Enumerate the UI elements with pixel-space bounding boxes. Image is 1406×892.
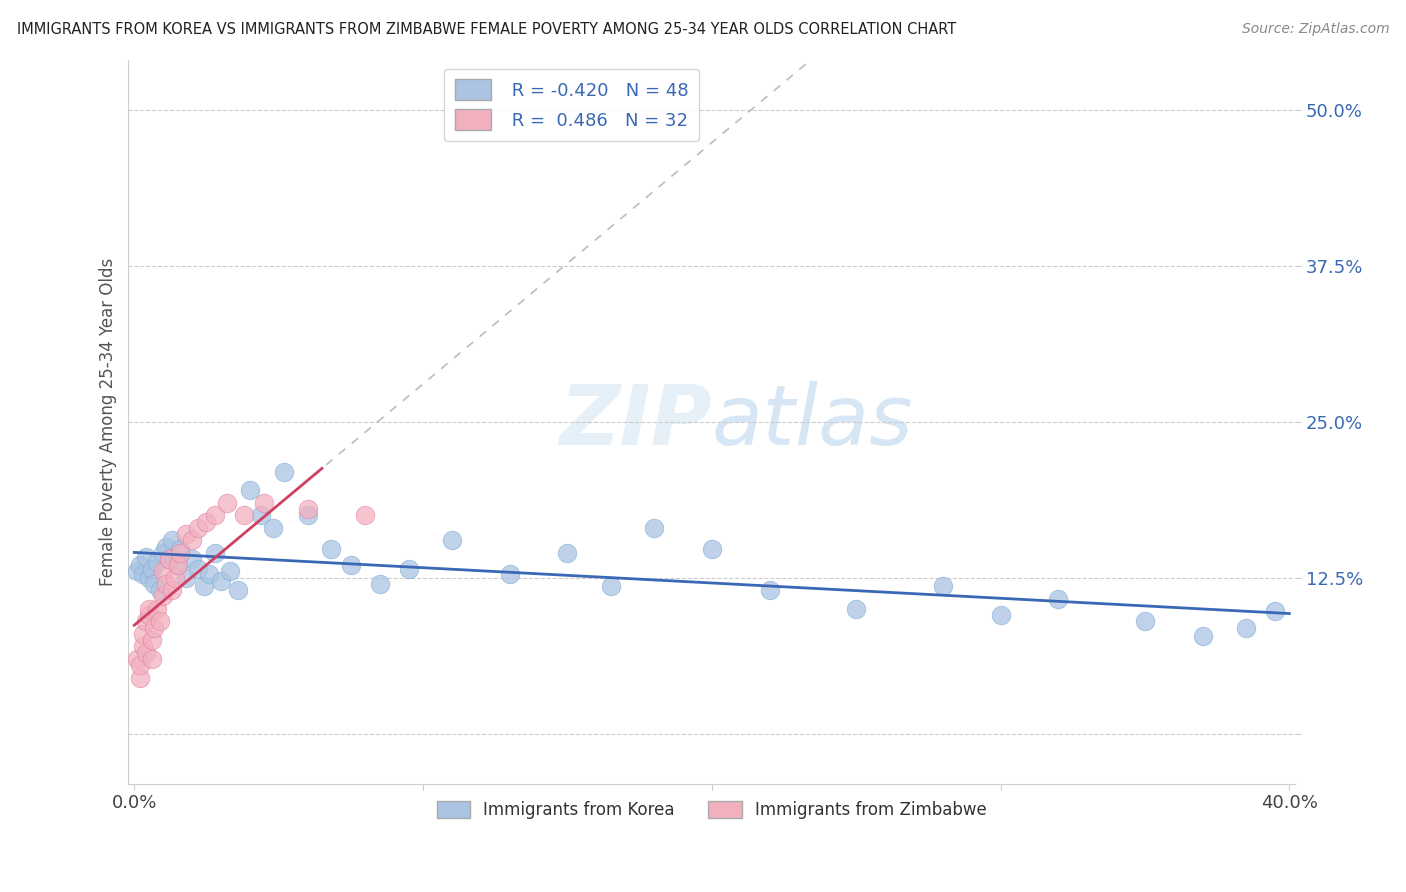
Point bbox=[1133, 615, 1156, 629]
Y-axis label: Female Poverty Among 25-34 Year Olds: Female Poverty Among 25-34 Year Olds bbox=[100, 258, 117, 586]
Point bbox=[557, 546, 579, 560]
Point bbox=[138, 602, 160, 616]
Point bbox=[262, 521, 284, 535]
Point bbox=[215, 496, 238, 510]
Point bbox=[226, 583, 249, 598]
Point bbox=[1191, 629, 1213, 643]
Text: IMMIGRANTS FROM KOREA VS IMMIGRANTS FROM ZIMBABWE FEMALE POVERTY AMONG 25-34 YEA: IMMIGRANTS FROM KOREA VS IMMIGRANTS FROM… bbox=[17, 22, 956, 37]
Point bbox=[163, 571, 186, 585]
Point bbox=[368, 577, 391, 591]
Point bbox=[319, 541, 342, 556]
Point bbox=[127, 565, 149, 579]
Point bbox=[141, 652, 163, 666]
Point bbox=[195, 515, 218, 529]
Point bbox=[169, 541, 191, 556]
Point bbox=[141, 562, 163, 576]
Point bbox=[132, 627, 155, 641]
Point bbox=[204, 508, 226, 523]
Point bbox=[239, 483, 262, 498]
Point bbox=[758, 583, 780, 598]
Point bbox=[193, 579, 215, 593]
Point bbox=[233, 508, 256, 523]
Point bbox=[127, 652, 149, 666]
Point bbox=[149, 583, 172, 598]
Point bbox=[187, 562, 209, 576]
Point bbox=[932, 579, 955, 593]
Text: atlas: atlas bbox=[711, 381, 914, 462]
Point bbox=[181, 533, 204, 548]
Point bbox=[143, 577, 166, 591]
Point bbox=[340, 558, 363, 573]
Point bbox=[141, 633, 163, 648]
Point bbox=[155, 577, 177, 591]
Point bbox=[218, 565, 240, 579]
Legend: Immigrants from Korea, Immigrants from Zimbabwe: Immigrants from Korea, Immigrants from Z… bbox=[430, 795, 994, 826]
Point bbox=[253, 496, 276, 510]
Point bbox=[354, 508, 377, 523]
Point bbox=[152, 546, 174, 560]
Point bbox=[155, 540, 177, 554]
Point bbox=[132, 640, 155, 654]
Point bbox=[174, 571, 197, 585]
Point bbox=[198, 566, 221, 581]
Point bbox=[138, 608, 160, 623]
Point bbox=[169, 546, 191, 560]
Point bbox=[700, 541, 723, 556]
Point bbox=[1234, 621, 1257, 635]
Point bbox=[297, 502, 319, 516]
Point bbox=[152, 565, 174, 579]
Point bbox=[135, 615, 157, 629]
Point bbox=[152, 590, 174, 604]
Point bbox=[135, 549, 157, 564]
Point bbox=[209, 574, 232, 589]
Point bbox=[1047, 591, 1070, 606]
Point bbox=[166, 558, 188, 573]
Point bbox=[990, 608, 1012, 623]
Text: ZIP: ZIP bbox=[560, 381, 711, 462]
Point bbox=[146, 602, 169, 616]
Point bbox=[599, 579, 621, 593]
Point bbox=[135, 646, 157, 660]
Point bbox=[157, 552, 180, 566]
Point bbox=[643, 521, 665, 535]
Point bbox=[166, 558, 188, 573]
Point bbox=[187, 521, 209, 535]
Point bbox=[181, 552, 204, 566]
Point bbox=[129, 671, 152, 685]
Point bbox=[297, 508, 319, 523]
Point bbox=[149, 615, 172, 629]
Point bbox=[132, 566, 155, 581]
Point bbox=[174, 527, 197, 541]
Point bbox=[204, 546, 226, 560]
Point bbox=[129, 658, 152, 673]
Point bbox=[138, 571, 160, 585]
Text: Source: ZipAtlas.com: Source: ZipAtlas.com bbox=[1241, 22, 1389, 37]
Point bbox=[143, 621, 166, 635]
Point bbox=[160, 533, 183, 548]
Point bbox=[398, 562, 420, 576]
Point bbox=[440, 533, 463, 548]
Point bbox=[160, 583, 183, 598]
Point bbox=[250, 508, 273, 523]
Point bbox=[498, 566, 520, 581]
Point bbox=[146, 554, 169, 568]
Point bbox=[129, 558, 152, 573]
Point bbox=[273, 465, 295, 479]
Point bbox=[157, 552, 180, 566]
Point bbox=[845, 602, 868, 616]
Point bbox=[1264, 604, 1286, 618]
